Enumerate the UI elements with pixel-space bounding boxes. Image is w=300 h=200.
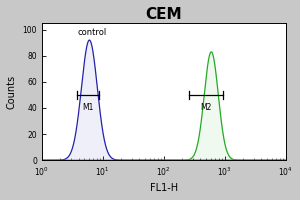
X-axis label: FL1-H: FL1-H [150,183,178,193]
Title: CEM: CEM [146,7,182,22]
Text: M1: M1 [82,103,93,112]
Text: control: control [77,28,106,37]
Y-axis label: Counts: Counts [7,75,17,109]
Text: M2: M2 [200,103,212,112]
